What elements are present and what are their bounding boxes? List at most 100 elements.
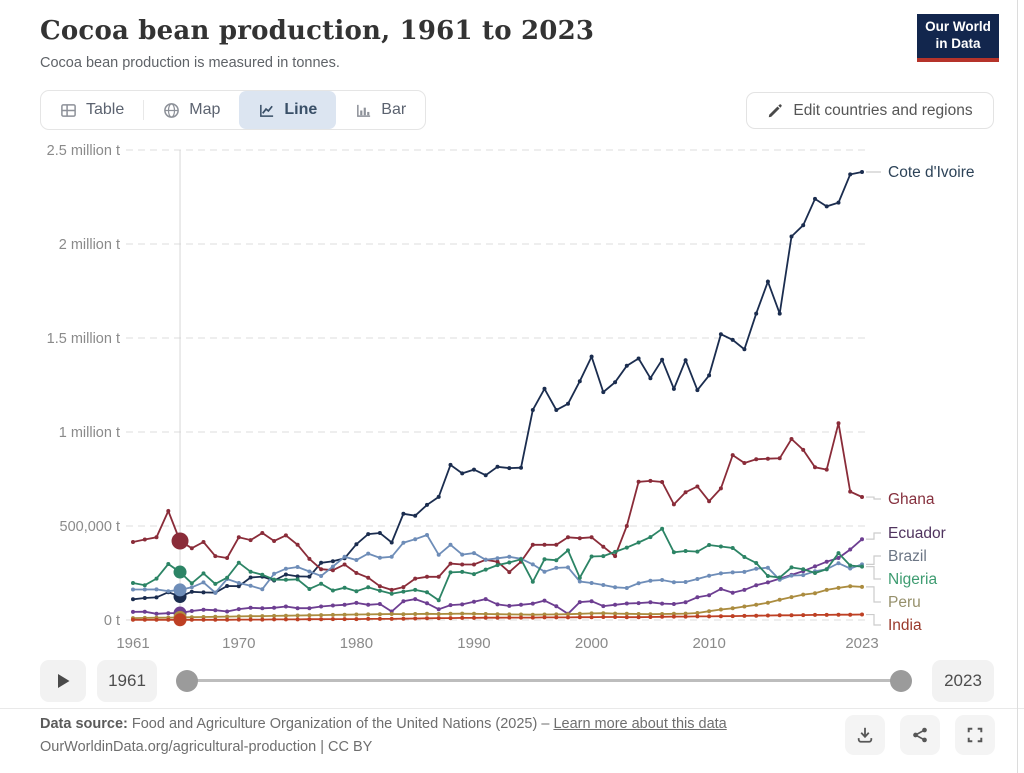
series-point-cote-d-ivoire xyxy=(860,170,864,174)
series-point-peru xyxy=(860,584,864,589)
series-point-india xyxy=(366,616,371,621)
series-point-peru xyxy=(848,584,853,589)
series-point-brazil xyxy=(848,566,853,571)
series-point-cote-d-ivoire xyxy=(624,363,629,368)
series-point-nigeria xyxy=(295,577,300,582)
series-point-ghana xyxy=(472,562,476,567)
series-point-nigeria xyxy=(542,557,547,562)
series-point-ghana xyxy=(813,465,817,470)
legend-connector-ecuador xyxy=(866,532,881,540)
series-point-nigeria xyxy=(236,560,241,565)
series-point-brazil xyxy=(166,589,171,594)
series-point-ghana xyxy=(589,535,594,540)
series-label-india[interactable]: India xyxy=(888,617,922,634)
series-point-peru xyxy=(425,611,429,616)
series-point-india xyxy=(248,617,253,622)
learn-more-link[interactable]: Learn more about this data xyxy=(553,716,727,732)
series-point-india xyxy=(354,617,359,622)
series-point-nigeria xyxy=(624,545,629,550)
series-point-india xyxy=(848,612,853,617)
timeline-end-year[interactable]: 2023 xyxy=(932,660,994,702)
series-point-ghana xyxy=(201,540,206,544)
series-point-ghana xyxy=(742,461,747,465)
series-point-peru xyxy=(213,614,218,619)
series-point-nigeria xyxy=(366,585,371,590)
series-point-ghana xyxy=(624,524,629,528)
series-point-nigeria xyxy=(742,555,747,559)
series-point-ghana xyxy=(542,542,547,547)
series-point-ghana xyxy=(142,537,147,542)
series-point-ecuador xyxy=(730,590,735,595)
series-point-nigeria xyxy=(648,535,653,540)
series-label-nigeria[interactable]: Nigeria xyxy=(888,571,937,588)
series-point-brazil xyxy=(613,585,618,590)
series-point-ecuador xyxy=(460,602,465,607)
timeline-start-year[interactable]: 1961 xyxy=(97,660,157,702)
series-point-ecuador xyxy=(319,604,324,609)
series-line-cote-d-ivoire[interactable] xyxy=(132,171,863,601)
series-point-ecuador xyxy=(472,599,476,604)
series-point-peru xyxy=(472,611,476,616)
series-point-ecuador xyxy=(613,602,618,607)
series-point-ghana xyxy=(272,539,277,543)
y-axis-tick-label: 0 t xyxy=(104,613,120,629)
owid-logo[interactable]: Our World in Data xyxy=(917,14,999,62)
timeline-slider-track[interactable] xyxy=(187,679,902,682)
series-point-nigeria xyxy=(131,581,135,585)
series-point-brazil xyxy=(154,587,159,592)
owid-logo-line2: in Data xyxy=(935,36,981,51)
series-point-india xyxy=(789,613,794,618)
series-point-ecuador xyxy=(236,607,241,612)
timeline-handle-start[interactable] xyxy=(176,670,198,692)
series-point-nigeria xyxy=(695,549,700,554)
series-point-ecuador xyxy=(824,559,829,564)
series-point-india xyxy=(813,612,817,617)
series-point-brazil xyxy=(201,580,206,585)
series-point-cote-d-ivoire xyxy=(577,379,582,384)
data-source-label: Data source: xyxy=(40,716,128,732)
series-point-nigeria xyxy=(530,579,535,584)
series-point-brazil xyxy=(295,565,300,569)
series-point-nigeria xyxy=(272,577,277,582)
fullscreen-icon xyxy=(967,727,983,743)
series-point-peru xyxy=(613,611,618,616)
series-point-india xyxy=(660,614,665,619)
download-button[interactable] xyxy=(845,715,885,755)
series-point-brazil xyxy=(695,577,700,581)
series-label-ecuador[interactable]: Ecuador xyxy=(888,525,946,542)
x-axis-tick-label: 2010 xyxy=(692,635,725,652)
series-point-cote-d-ivoire xyxy=(248,575,253,580)
series-point-india xyxy=(142,617,147,622)
series-label-brazil[interactable]: Brazil xyxy=(888,548,927,565)
series-point-brazil xyxy=(307,569,312,574)
series-point-india xyxy=(718,614,723,619)
tab-table[interactable]: Table xyxy=(41,91,143,129)
series-label-peru[interactable]: Peru xyxy=(888,594,921,611)
series-point-nigeria xyxy=(142,583,147,588)
series-point-india xyxy=(236,617,241,622)
series-point-nigeria xyxy=(507,560,512,565)
tab-map[interactable]: Map xyxy=(144,91,239,129)
y-axis-tick-label: 1 million t xyxy=(59,425,120,441)
series-point-ghana xyxy=(601,544,606,549)
series-point-ecuador xyxy=(213,608,218,613)
series-point-ghana xyxy=(613,554,618,559)
series-point-brazil xyxy=(801,573,806,578)
series-label-cote-d-ivoire[interactable]: Cote d'Ivoire xyxy=(888,164,975,181)
series-point-brazil xyxy=(836,561,841,566)
series-label-ghana[interactable]: Ghana xyxy=(888,491,935,508)
fullscreen-button[interactable] xyxy=(955,715,995,755)
share-button[interactable] xyxy=(900,715,940,755)
timeline-play-button[interactable] xyxy=(40,660,86,702)
tab-map-label: Map xyxy=(189,101,221,118)
series-point-nigeria xyxy=(577,575,582,580)
series-point-ghana xyxy=(824,467,829,472)
series-point-ecuador xyxy=(718,587,723,591)
edit-countries-button[interactable]: Edit countries and regions xyxy=(746,92,994,129)
series-point-nigeria xyxy=(660,526,665,531)
tab-bar[interactable]: Bar xyxy=(336,91,425,129)
tab-line[interactable]: Line xyxy=(239,91,337,129)
series-point-cote-d-ivoire xyxy=(377,531,382,535)
timeline-handle-end[interactable] xyxy=(890,670,912,692)
series-point-india xyxy=(131,617,135,622)
